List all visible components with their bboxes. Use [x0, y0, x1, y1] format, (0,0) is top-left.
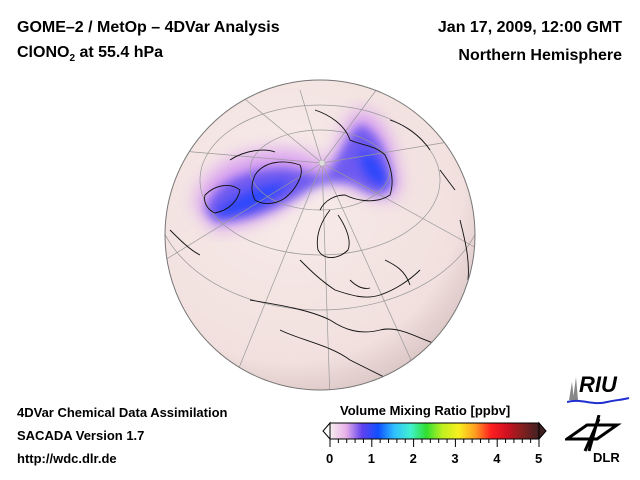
colorbar-tick-label: 0 [326, 451, 334, 466]
footer-line1: 4DVar Chemical Data Assimilation [17, 405, 228, 420]
globe-disc [165, 80, 475, 390]
colorbar-over-arrow [538, 421, 547, 441]
colorbar [322, 421, 547, 447]
title-line1: GOME–2 / MetOp – 4DVar Analysis [17, 19, 280, 36]
footer-line2: SACADA Version 1.7 [17, 428, 145, 443]
pole-marker [318, 159, 326, 167]
region-label: Northern Hemisphere [458, 47, 622, 64]
colorbar-under-arrow [322, 421, 331, 441]
globe-outline [164, 79, 476, 391]
colorbar-tick-label: 1 [367, 451, 376, 466]
colorbar-tick-label: 5 [535, 451, 543, 466]
ozone-field [195, 110, 400, 230]
species-label: ClONO2 at 55.4 hPa [17, 44, 163, 64]
riu-text: RIU [579, 372, 617, 397]
colorbar-gradient [329, 422, 540, 440]
species-name: ClONO [17, 44, 70, 61]
dlr-logo-icon [565, 415, 622, 452]
date-label: Jan 17, 2009, 12:00 GMT [437, 19, 622, 36]
colorbar-tick-label: 3 [451, 451, 459, 466]
pressure-level: at 55.4 hPa [75, 44, 164, 61]
colorbar-title: Volume Mixing Ratio [ppbv] [340, 403, 511, 418]
species-subscript: 2 [69, 53, 76, 65]
colorbar-tick-label: 4 [493, 451, 501, 466]
colorbar-tick-label: 2 [409, 451, 417, 466]
riu-mark-icon [567, 377, 630, 405]
footer-link[interactable]: http://wdc.dlr.de [17, 451, 117, 466]
dlr-text: DLR [593, 450, 620, 465]
